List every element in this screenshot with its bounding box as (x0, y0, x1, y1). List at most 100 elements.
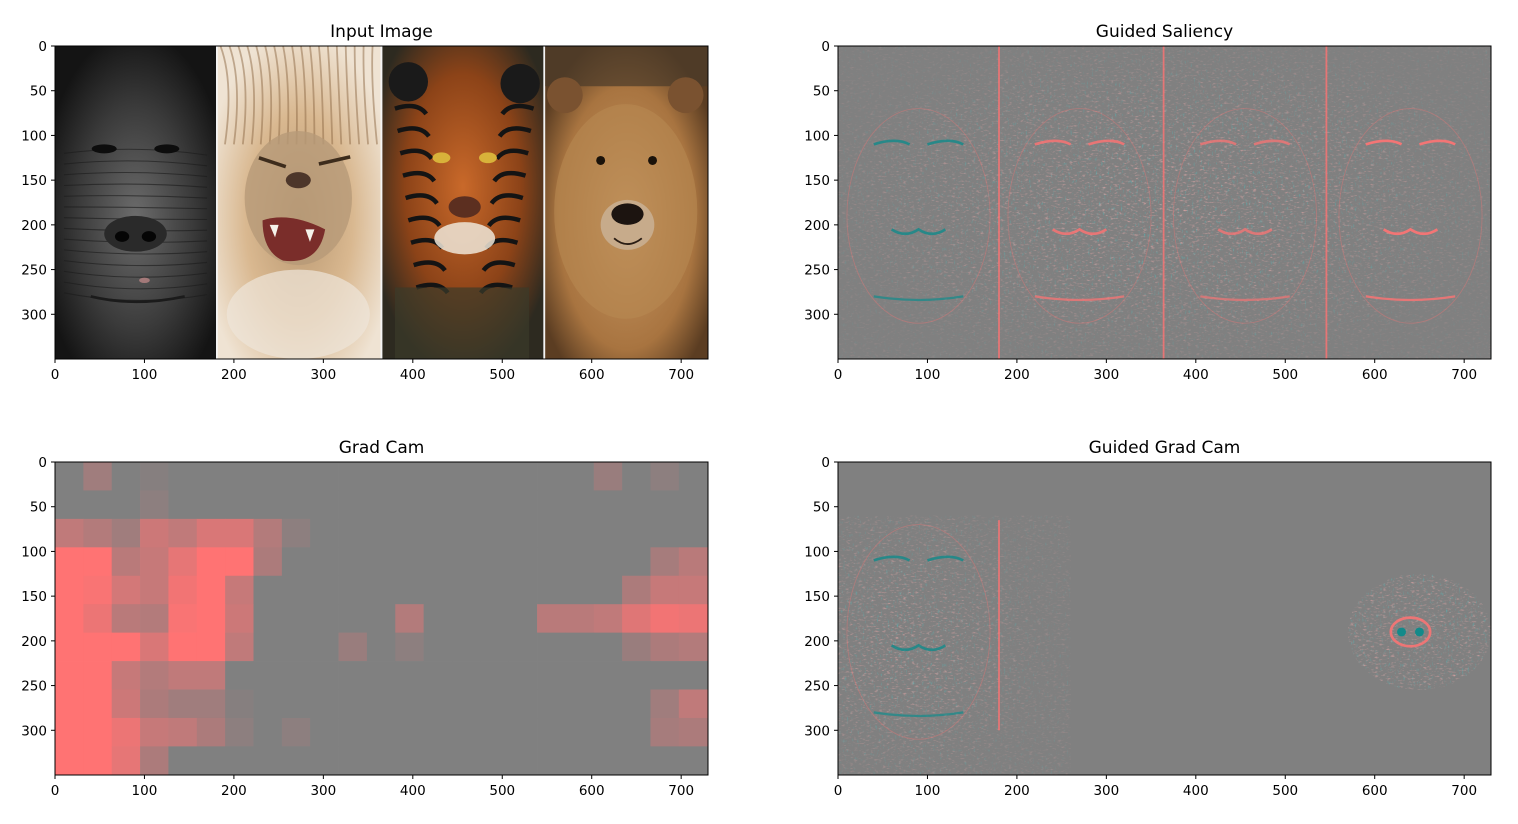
x-tick-label: 0 (51, 367, 60, 383)
heatmap-cell (537, 462, 566, 491)
heatmap-cell (395, 518, 424, 548)
heatmap-cell (678, 689, 708, 719)
heatmap-cell (253, 746, 283, 776)
axes: 0 100 200 300 400 500 600 700 0 50 100 150 200 250 300 (21, 455, 709, 799)
heatmap-cell (395, 490, 424, 520)
heatmap-cell (565, 746, 595, 776)
heatmap-cell (111, 717, 141, 747)
heatmap-cell (140, 575, 169, 605)
y-tick-label: 150 (21, 589, 47, 605)
heatmap-cell (395, 746, 424, 776)
heatmap-cell (565, 632, 595, 662)
heatmap-cell (55, 462, 84, 491)
x-tick-label: 600 (579, 783, 605, 799)
heatmap-cell (338, 604, 368, 633)
heatmap-cell (55, 575, 84, 605)
x-tick-label: 300 (1093, 367, 1119, 383)
panel-title: Guided Saliency (1096, 22, 1233, 42)
heatmap-cell (366, 490, 396, 520)
y-tick-label: 0 (821, 455, 830, 471)
heatmap-cell (310, 632, 339, 662)
heatmap-cell (565, 547, 595, 577)
x-tick-label: 500 (1272, 783, 1298, 799)
heatmap-cell (366, 746, 396, 776)
heatmap-cell (310, 661, 339, 690)
heatmap-cell (508, 661, 538, 690)
x-tick-label: 400 (1183, 783, 1209, 799)
heatmap-cell (83, 462, 113, 491)
heatmap-cell (55, 604, 84, 633)
heatmap-cell (480, 661, 510, 690)
heatmap-cell (168, 632, 198, 662)
y-tick-label: 300 (804, 723, 830, 739)
heatmap-cell (451, 632, 481, 662)
heatmap-cell (196, 575, 226, 605)
heatmap-cell (55, 717, 84, 747)
heatmap-cells (55, 462, 708, 776)
heatmap-cell (622, 462, 651, 491)
heatmap-cell (593, 490, 623, 520)
heatmap-cell (225, 547, 254, 577)
heatmap-cell (253, 689, 283, 719)
heatmap-cell (537, 547, 566, 577)
heatmap-cell (83, 518, 113, 548)
heatmap-cell (366, 632, 396, 662)
heatmap-cell (55, 632, 84, 662)
heatmap-cell (253, 575, 283, 605)
heatmap-cell (55, 490, 84, 520)
heatmap-cell (593, 547, 623, 577)
heatmap-cell (650, 632, 680, 662)
heatmap-cell (593, 689, 623, 719)
heatmap-cell (366, 717, 396, 747)
axes: 0 100 200 300 400 500 600 700 0 50 100 150 200 250 300 (21, 39, 709, 383)
heatmap-cell (622, 746, 651, 776)
heatmap-cell (593, 604, 623, 633)
heatmap-cell (537, 689, 566, 719)
heatmap-cell (366, 462, 396, 491)
heatmap-cell (338, 518, 368, 548)
heatmap-cell (537, 575, 566, 605)
x-tick-label: 100 (132, 367, 158, 383)
heatmap-cell (451, 604, 481, 633)
heatmap-cell (622, 689, 651, 719)
y-tick-label: 200 (21, 634, 47, 650)
heatmap-cell (83, 746, 113, 776)
heatmap-cell (593, 632, 623, 662)
heatmap-cell (83, 689, 113, 719)
heatmap-cell (140, 518, 169, 548)
heatmap-cell (508, 490, 538, 520)
x-tick-label: 400 (400, 367, 426, 383)
y-tick-label: 300 (804, 307, 830, 323)
heatmap-cell (395, 462, 424, 491)
heatmap-cell (338, 575, 368, 605)
y-tick-label: 0 (821, 39, 830, 55)
heatmap-cell (480, 689, 510, 719)
heatmap-cell (537, 661, 566, 690)
heatmap-cell (253, 490, 283, 520)
heatmap-cell (140, 490, 169, 520)
heatmap-cell (565, 661, 595, 690)
heatmap-cell (111, 547, 141, 577)
y-tick-label: 150 (804, 589, 830, 605)
heatmap-cell (168, 490, 198, 520)
heatmap-cell (83, 547, 113, 577)
heatmap-cell (83, 717, 113, 747)
heatmap-cell (565, 717, 595, 747)
x-tick-label: 500 (1272, 367, 1298, 383)
heatmap-cell (565, 689, 595, 719)
x-tick-label: 100 (915, 367, 941, 383)
heatmap-cell (650, 604, 680, 633)
heatmap-cell (196, 462, 226, 491)
heatmap-cell (366, 689, 396, 719)
heatmap-cell (622, 518, 651, 548)
heatmap-cell (508, 717, 538, 747)
heatmap-cell (225, 632, 254, 662)
heatmap-cell (83, 604, 113, 633)
heatmap-cell (451, 746, 481, 776)
heatmap-cell (140, 661, 169, 690)
heatmap-cell (480, 462, 510, 491)
y-tick-label: 100 (21, 544, 47, 560)
heatmap-cell (281, 632, 311, 662)
heatmap-cell (395, 689, 424, 719)
